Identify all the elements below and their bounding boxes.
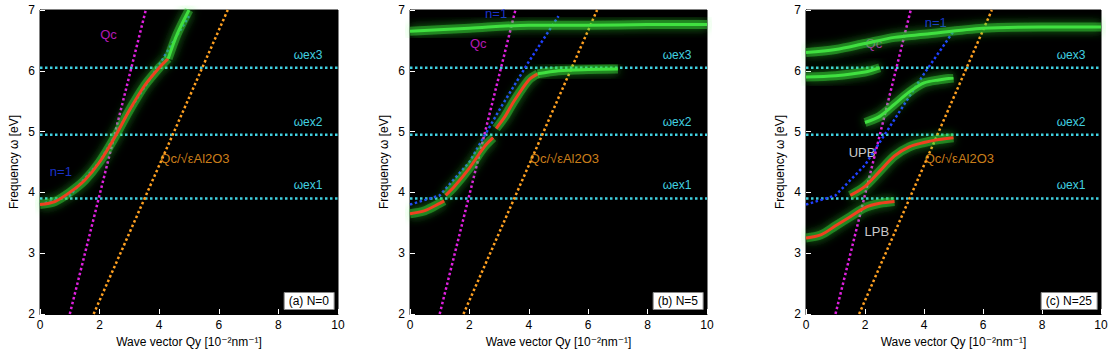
svg-text:LPB: LPB bbox=[865, 224, 890, 239]
svg-text:ωex3: ωex3 bbox=[663, 48, 692, 62]
svg-text:6: 6 bbox=[215, 318, 222, 332]
svg-text:4: 4 bbox=[156, 318, 163, 332]
svg-text:0: 0 bbox=[407, 318, 414, 332]
svg-text:UPB: UPB bbox=[848, 145, 876, 161]
svg-text:Qc/√εAl2O3: Qc/√εAl2O3 bbox=[925, 151, 994, 166]
svg-text:2: 2 bbox=[96, 318, 103, 332]
svg-text:2: 2 bbox=[794, 307, 801, 321]
svg-text:n=1: n=1 bbox=[50, 164, 72, 179]
svg-text:n=1: n=1 bbox=[925, 15, 947, 30]
svg-text:4: 4 bbox=[525, 318, 532, 332]
svg-text:ωex2: ωex2 bbox=[663, 115, 692, 129]
svg-text:n=1: n=1 bbox=[485, 6, 507, 21]
svg-text:Wave vector Qy [10⁻²nm⁻¹]: Wave vector Qy [10⁻²nm⁻¹] bbox=[486, 335, 632, 349]
svg-text:Wave vector Qy [10⁻²nm⁻¹]: Wave vector Qy [10⁻²nm⁻¹] bbox=[116, 335, 262, 349]
svg-text:Frequency ω [eV]: Frequency ω [eV] bbox=[773, 115, 787, 209]
svg-text:2: 2 bbox=[398, 307, 405, 321]
svg-text:6: 6 bbox=[794, 64, 801, 78]
svg-text:6: 6 bbox=[585, 318, 592, 332]
svg-text:Frequency ω [eV]: Frequency ω [eV] bbox=[7, 115, 21, 209]
svg-text:10: 10 bbox=[700, 318, 714, 332]
svg-text:8: 8 bbox=[275, 318, 282, 332]
svg-text:6: 6 bbox=[980, 318, 987, 332]
svg-text:2: 2 bbox=[466, 318, 473, 332]
svg-text:ωex2: ωex2 bbox=[1057, 115, 1086, 129]
svg-text:ωex3: ωex3 bbox=[294, 48, 323, 62]
svg-text:6: 6 bbox=[398, 64, 405, 78]
svg-text:Frequency ω [eV]: Frequency ω [eV] bbox=[377, 115, 391, 209]
svg-text:ωex2: ωex2 bbox=[294, 115, 323, 129]
svg-text:3: 3 bbox=[28, 246, 35, 260]
svg-text:(c) N=25: (c) N=25 bbox=[1046, 294, 1093, 308]
svg-text:Qc: Qc bbox=[470, 36, 487, 51]
svg-text:4: 4 bbox=[794, 185, 801, 199]
svg-text:4: 4 bbox=[921, 318, 928, 332]
svg-text:6: 6 bbox=[28, 64, 35, 78]
svg-text:10: 10 bbox=[331, 318, 345, 332]
svg-text:(b) N=5: (b) N=5 bbox=[658, 294, 699, 308]
svg-text:Qc/√εAl2O3: Qc/√εAl2O3 bbox=[530, 151, 599, 166]
svg-text:ωex1: ωex1 bbox=[294, 178, 323, 192]
svg-text:2: 2 bbox=[28, 307, 35, 321]
svg-text:8: 8 bbox=[644, 318, 651, 332]
svg-text:7: 7 bbox=[398, 3, 405, 17]
svg-text:5: 5 bbox=[398, 125, 405, 139]
svg-text:4: 4 bbox=[398, 185, 405, 199]
svg-text:Qc/√εAl2O3: Qc/√εAl2O3 bbox=[160, 151, 229, 166]
svg-text:7: 7 bbox=[28, 3, 35, 17]
svg-text:(a) N=0: (a) N=0 bbox=[289, 294, 330, 308]
svg-text:5: 5 bbox=[794, 125, 801, 139]
svg-text:8: 8 bbox=[1039, 318, 1046, 332]
svg-text:3: 3 bbox=[794, 246, 801, 260]
svg-text:ωex1: ωex1 bbox=[1057, 178, 1086, 192]
svg-text:7: 7 bbox=[794, 3, 801, 17]
svg-text:Qc: Qc bbox=[100, 27, 117, 42]
svg-text:2: 2 bbox=[862, 318, 869, 332]
svg-text:ωex1: ωex1 bbox=[663, 178, 692, 192]
svg-text:ωex3: ωex3 bbox=[1057, 48, 1086, 62]
svg-text:0: 0 bbox=[803, 318, 810, 332]
svg-text:10: 10 bbox=[1094, 318, 1108, 332]
svg-text:0: 0 bbox=[37, 318, 44, 332]
svg-text:Wave vector Qy [10⁻²nm⁻¹]: Wave vector Qy [10⁻²nm⁻¹] bbox=[881, 335, 1027, 349]
svg-text:5: 5 bbox=[28, 125, 35, 139]
svg-text:3: 3 bbox=[398, 246, 405, 260]
svg-text:4: 4 bbox=[28, 185, 35, 199]
